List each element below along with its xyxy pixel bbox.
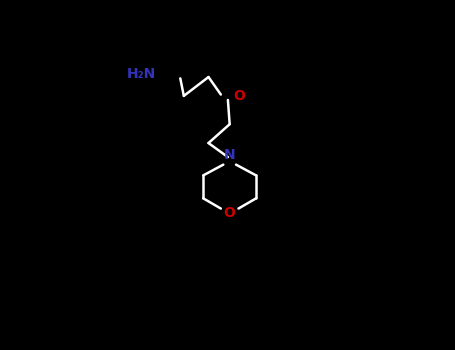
Text: O: O [233,89,245,103]
Text: H₂N: H₂N [126,67,156,81]
Text: O: O [224,206,236,220]
Text: N: N [224,148,236,162]
